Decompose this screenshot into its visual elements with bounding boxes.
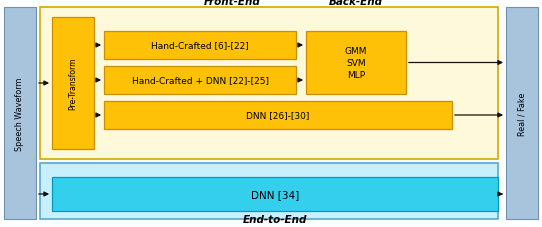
FancyBboxPatch shape (306, 32, 406, 95)
Text: DNN [26]-[30]: DNN [26]-[30] (246, 111, 309, 120)
FancyBboxPatch shape (506, 8, 538, 219)
Text: Front-End: Front-End (204, 0, 261, 7)
FancyBboxPatch shape (52, 177, 498, 211)
Text: Real / Fake: Real / Fake (518, 92, 526, 135)
FancyBboxPatch shape (104, 67, 296, 95)
FancyBboxPatch shape (52, 18, 94, 149)
Text: Back-End: Back-End (329, 0, 383, 7)
Text: GMM
SVM
MLP: GMM SVM MLP (345, 46, 367, 80)
Text: Pre-Transform: Pre-Transform (68, 57, 78, 110)
FancyBboxPatch shape (104, 32, 296, 60)
FancyBboxPatch shape (104, 101, 452, 129)
Text: Speech Waveform: Speech Waveform (16, 77, 24, 150)
Text: Hand-Crafted + DNN [22]-[25]: Hand-Crafted + DNN [22]-[25] (132, 76, 268, 85)
Text: End-to-End: End-to-End (243, 214, 307, 224)
FancyBboxPatch shape (40, 163, 498, 219)
Text: DNN [34]: DNN [34] (251, 189, 299, 199)
FancyBboxPatch shape (40, 8, 498, 159)
FancyBboxPatch shape (4, 8, 36, 219)
Text: Hand-Crafted [6]-[22]: Hand-Crafted [6]-[22] (151, 41, 249, 50)
